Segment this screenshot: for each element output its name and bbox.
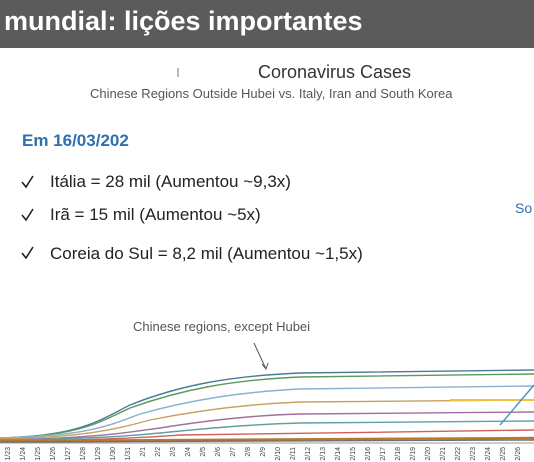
x-label: 2/5	[200, 447, 207, 457]
x-label: 2/22	[455, 447, 462, 461]
x-label: 2/24	[485, 447, 492, 461]
x-label: 2/19	[410, 447, 417, 461]
x-label: 2/11	[290, 447, 297, 460]
x-label: 1/26	[50, 447, 57, 461]
x-label: 2/18	[395, 447, 402, 461]
annotation-arrow	[253, 342, 269, 371]
x-label: 2/23	[470, 447, 477, 461]
x-label: 2/4	[185, 447, 192, 457]
check-icons	[21, 175, 34, 260]
x-label: 2/25	[500, 447, 507, 461]
x-label: 2/3	[170, 447, 177, 457]
header-title: mundial: lições importantes	[4, 6, 363, 36]
x-label: 1/29	[95, 447, 102, 461]
x-label: 2/12	[305, 447, 312, 461]
annotation: Chinese regions, except Hubei	[133, 319, 311, 334]
x-labels: 1/23 1/24 1/25 1/26 1/27 1/28 1/29 1/30 1/31 2/1 2…	[5, 447, 522, 461]
x-label: 2/16	[365, 447, 372, 461]
header-bar: mundial: lições importantes	[0, 0, 534, 48]
x-label: 1/24	[20, 447, 27, 461]
x-label: 2/21	[440, 447, 447, 461]
x-label: 2/10	[275, 447, 282, 461]
note-item: Coreia do Sul = 8,2 mil (Aumentou ~1,5x)	[50, 244, 363, 263]
x-label: 2/17	[380, 447, 387, 461]
x-label: 2/20	[425, 447, 432, 461]
x-label: 2/26	[515, 447, 522, 461]
x-label: 2/1	[140, 447, 147, 457]
note-item: Irã = 15 mil (Aumentou ~5x)	[50, 205, 261, 224]
x-label: 1/31	[125, 447, 132, 461]
x-label: 2/8	[245, 447, 252, 457]
x-label: 1/27	[65, 447, 72, 461]
x-label: 2/15	[350, 447, 357, 461]
x-label: 2/9	[260, 447, 267, 457]
chart-subtitle: Chinese Regions Outside Hubei vs. Italy,…	[90, 86, 453, 101]
x-label: 2/2	[155, 447, 162, 457]
x-label: 1/30	[110, 447, 117, 461]
x-label: 1/23	[5, 447, 12, 461]
x-label: 1/28	[80, 447, 87, 461]
x-label: 2/6	[215, 447, 222, 457]
note-item: Itália = 28 mil (Aumentou ~9,3x)	[50, 172, 291, 191]
x-label: 2/13	[320, 447, 327, 461]
x-label: 2/7	[230, 447, 237, 457]
x-label: 2/14	[335, 447, 342, 461]
x-label: 1/25	[35, 447, 42, 461]
partial-label: So	[515, 200, 533, 216]
chart-title: Coronavirus Cases	[258, 62, 412, 82]
chart-lines	[0, 369, 534, 443]
notes-heading: Em 16/03/202	[22, 131, 129, 150]
